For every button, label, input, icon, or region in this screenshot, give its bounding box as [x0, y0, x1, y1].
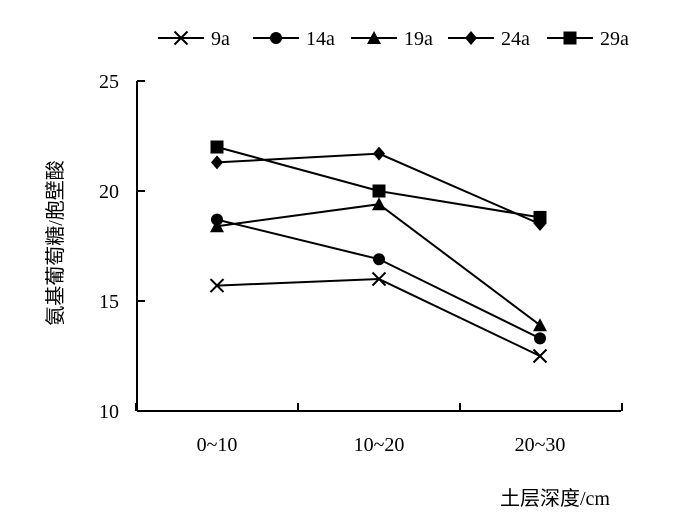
legend-label: 14a: [306, 28, 335, 50]
data-point-14a: [373, 253, 385, 266]
data-point-14a: [534, 332, 546, 345]
legend-item-19a: 19a: [351, 28, 433, 50]
series-lines: [216, 146, 541, 357]
data-point-9a: [371, 271, 387, 287]
data-point-29a: [210, 140, 224, 154]
legend-label: 24a: [501, 28, 530, 50]
legend-item-14a: 14a: [253, 28, 335, 50]
data-point-19a: [210, 219, 224, 233]
x-tick-label: 0~10: [197, 434, 238, 456]
legend-marker: [563, 31, 577, 45]
y-tick-label: 15: [99, 291, 119, 313]
data-point-29a: [533, 210, 547, 224]
data-point-9a: [532, 348, 548, 364]
legend-label: 9a: [211, 28, 230, 50]
legend-marker: [173, 30, 189, 46]
legend: 9a 14a 19a 24a 29a: [158, 28, 629, 50]
y-tick-label: 20: [99, 181, 119, 203]
data-point-19a: [533, 318, 547, 332]
data-point-24a: [211, 155, 223, 170]
legend-item-9a: 9a: [158, 28, 230, 50]
legend-marker: [465, 31, 477, 45]
legend-label: 29a: [600, 28, 629, 50]
data-point-29a: [372, 184, 386, 198]
y-tick-label: 25: [99, 71, 119, 93]
data-point-19a: [372, 197, 386, 211]
x-tick-label: 10~20: [354, 434, 405, 456]
series-markers: [209, 140, 548, 364]
axes: 10 15 20 25 0~10 10~20 20~30: [99, 71, 623, 456]
legend-item-24a: 24a: [448, 28, 530, 50]
series-line-9a: [216, 277, 541, 357]
legend-marker: [270, 32, 282, 44]
legend-label: 19a: [404, 28, 433, 50]
y-tick-label: 10: [99, 401, 119, 423]
legend-item-29a: 29a: [547, 28, 629, 50]
y-axis-title: 氨基葡萄糖/胞壁酸: [44, 160, 67, 326]
data-point-9a: [209, 278, 225, 293]
data-point-24a: [373, 146, 385, 161]
x-tick-label: 20~30: [515, 434, 566, 456]
x-axis-title: 土层深度/cm: [500, 487, 610, 510]
legend-marker: [367, 31, 381, 44]
